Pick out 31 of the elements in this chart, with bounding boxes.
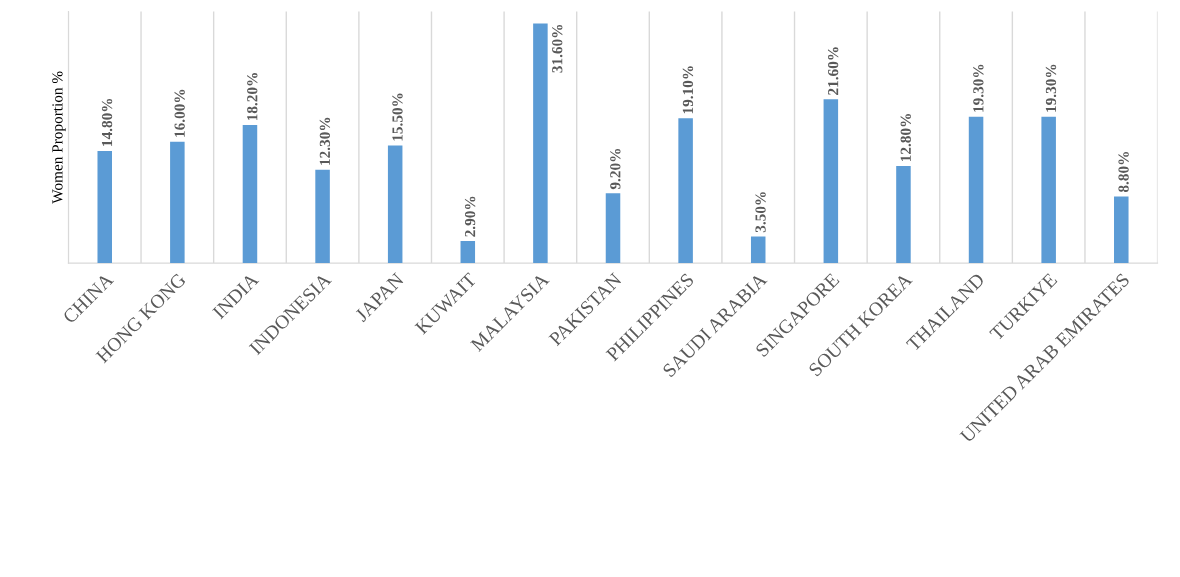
- data-label: 12.80%: [900, 114, 911, 162]
- data-label: 21.60%: [827, 47, 839, 95]
- bar: [823, 99, 839, 264]
- data-label: 19.30%: [1045, 64, 1057, 112]
- data-label: 19.10%: [682, 66, 694, 114]
- bar: [968, 116, 984, 264]
- bar: [750, 236, 766, 264]
- bar: [896, 166, 911, 264]
- bar: [533, 23, 548, 264]
- bar: [1041, 116, 1056, 264]
- bar: [605, 193, 621, 264]
- data-label: 2.90%: [464, 196, 476, 237]
- bar: [97, 150, 113, 264]
- data-label: 12.30%: [319, 117, 331, 165]
- data-label: 19.30%: [973, 64, 984, 112]
- data-label: 14.80%: [101, 98, 113, 146]
- data-label: 15.50%: [392, 93, 403, 141]
- bar: [460, 241, 476, 264]
- data-label: 31.60%: [552, 24, 563, 73]
- data-label: 9.20%: [610, 148, 621, 190]
- bar: [678, 118, 693, 264]
- bar: [315, 169, 330, 264]
- y-axis-title: Women Proportion %: [52, 71, 66, 204]
- data-label: 3.50%: [755, 192, 766, 233]
- bar: [170, 141, 185, 264]
- data-label: 18.20%: [247, 73, 258, 121]
- data-label: 16.00%: [174, 89, 185, 137]
- bar: [387, 145, 403, 264]
- data-label: 8.80%: [1118, 152, 1129, 193]
- bar: [1114, 196, 1129, 264]
- bar: [242, 125, 258, 264]
